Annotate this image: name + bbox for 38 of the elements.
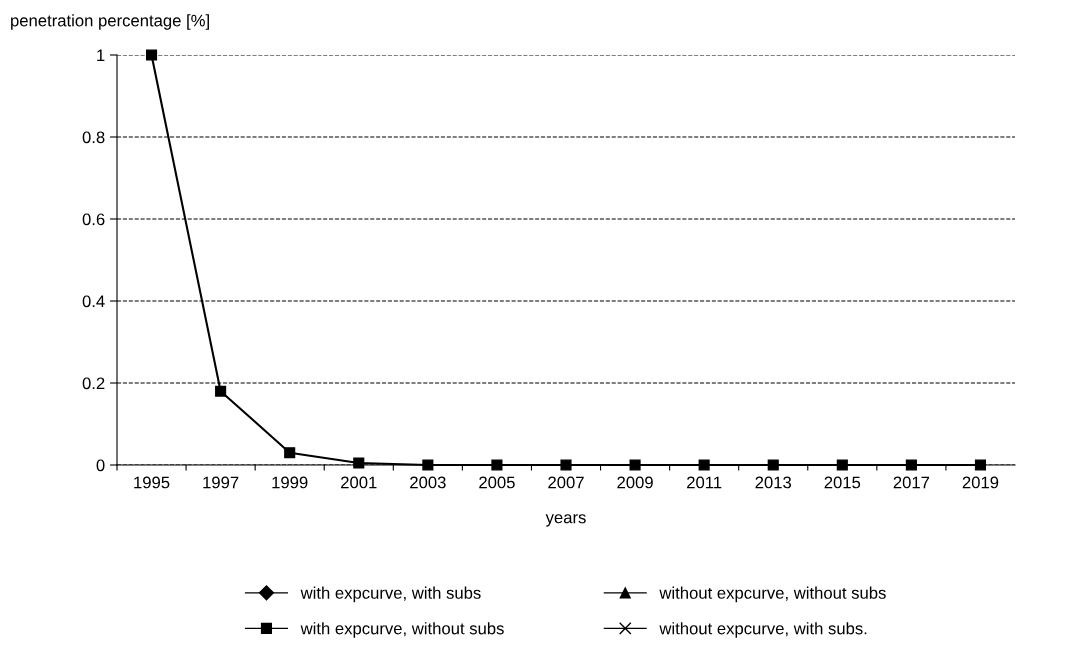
x-tick-label: 2017	[893, 476, 930, 489]
y-tick-label: 0.6	[82, 213, 105, 226]
point	[698, 459, 710, 471]
y-tick-label: 0.2	[82, 377, 105, 390]
legend-label: with expcurve, with subs	[300, 586, 481, 603]
point	[905, 459, 917, 471]
y-tick-label: 0	[96, 459, 105, 472]
x-tick-label: 1995	[134, 476, 170, 489]
point	[353, 457, 365, 469]
point	[767, 459, 779, 471]
point	[215, 385, 227, 397]
point	[422, 459, 434, 471]
point	[629, 459, 641, 471]
point	[145, 49, 158, 61]
point	[284, 447, 296, 459]
x-tick-label: 2001	[341, 476, 377, 489]
legend-label: with expcurve, without subs	[300, 622, 504, 638]
point	[836, 459, 848, 471]
point	[491, 459, 503, 471]
point	[974, 459, 987, 471]
y-tick-label: 1	[97, 49, 105, 62]
x-tick-label: 2003	[410, 476, 446, 489]
x-axis-title: years	[545, 514, 586, 527]
x-tick-label: 2009	[617, 476, 653, 489]
y-tick-label: 0.4	[82, 295, 105, 308]
point	[560, 459, 572, 471]
x-tick-label: 2005	[479, 476, 515, 489]
x-tick-label: 1997	[203, 476, 239, 489]
x-tick-label: 1999	[272, 476, 308, 489]
x-tick-label: 2013	[755, 476, 792, 489]
y-axis-title: penetration percentage [%]	[11, 14, 209, 30]
x-tick-label: 2019	[962, 476, 999, 489]
x-tick-label: 2015	[824, 476, 861, 489]
x-tick-label: 2011	[687, 476, 722, 489]
x-tick-label: 2007	[548, 476, 584, 489]
y-tick-label: 0.8	[82, 131, 105, 144]
legend-label: without expcurve, without subs	[659, 586, 886, 603]
legend-label: without expcurve, with subs.	[659, 622, 867, 638]
